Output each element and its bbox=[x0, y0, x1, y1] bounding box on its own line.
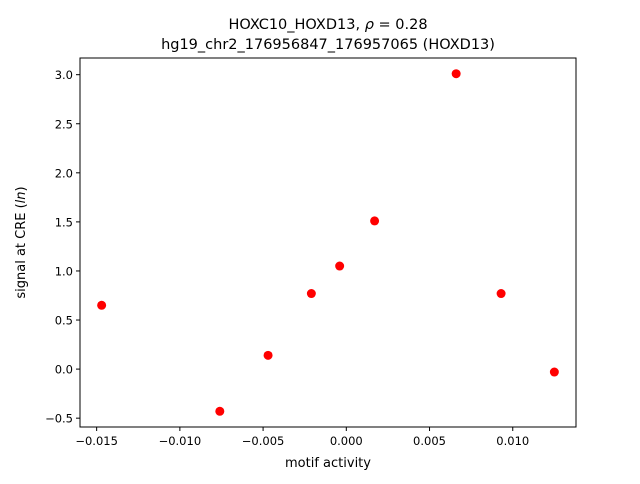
data-point-3 bbox=[306, 289, 316, 299]
data-point-2 bbox=[263, 350, 273, 360]
data-point-5 bbox=[370, 216, 380, 226]
y-axis-label: signal at CRE (ln) bbox=[14, 186, 29, 298]
y-tick-label: 3.0 bbox=[55, 68, 73, 82]
x-tick-label: 0.005 bbox=[413, 434, 446, 448]
chart-title-line1: HOXC10_HOXD13, ρ = 0.28 bbox=[228, 17, 427, 33]
y-tick-label: 2.0 bbox=[55, 166, 73, 180]
y-tick-label: −0.5 bbox=[45, 412, 73, 426]
data-point-4 bbox=[335, 261, 345, 271]
x-tick-label: 0.010 bbox=[496, 434, 529, 448]
data-point-8 bbox=[549, 367, 559, 377]
y-tick-label: 1.0 bbox=[55, 264, 73, 278]
x-tick-label: 0.000 bbox=[330, 434, 363, 448]
plot-frame bbox=[79, 57, 577, 428]
data-point-1 bbox=[215, 406, 225, 416]
chart-title-line2: hg19_chr2_176956847_176957065 (HOXD13) bbox=[161, 37, 495, 53]
points-layer bbox=[97, 69, 559, 416]
data-point-0 bbox=[97, 300, 107, 310]
x-axis-label: motif activity bbox=[285, 456, 371, 471]
y-tick-label: 0.5 bbox=[55, 314, 73, 328]
x-axis: −0.015 −0.010 −0.005 0.000 0.005 0.010 bbox=[75, 427, 529, 448]
y-tick-label: 0.0 bbox=[55, 363, 73, 377]
data-point-7 bbox=[496, 289, 506, 299]
data-point-6 bbox=[451, 69, 461, 79]
y-tick-label: 2.5 bbox=[55, 117, 73, 131]
x-tick-label: −0.015 bbox=[75, 434, 118, 448]
y-axis: −0.5 0.0 0.5 1.0 1.5 2.0 2.5 3.0 bbox=[45, 68, 80, 426]
y-tick-label: 1.5 bbox=[55, 215, 73, 229]
x-tick-label: −0.010 bbox=[159, 434, 202, 448]
x-tick-label: −0.005 bbox=[242, 434, 285, 448]
